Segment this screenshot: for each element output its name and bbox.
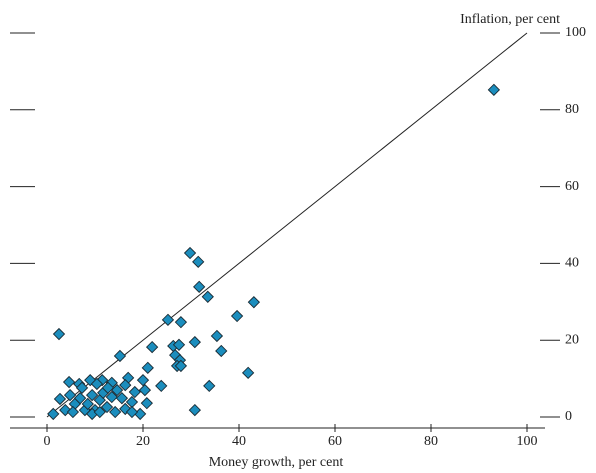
point (247, 296, 261, 309)
y-tick-label: 20 (565, 332, 579, 347)
point (93, 405, 106, 419)
point (161, 313, 175, 326)
diagonal-line (46, 32, 528, 418)
point (100, 400, 114, 414)
point (193, 280, 206, 293)
point (487, 83, 501, 96)
point (210, 329, 224, 343)
point (113, 349, 127, 363)
point (85, 388, 99, 402)
point (62, 375, 76, 389)
x-tick-label: 80 (424, 434, 438, 449)
point (141, 361, 154, 374)
point (192, 255, 205, 269)
point (63, 388, 77, 402)
point (73, 392, 87, 405)
point (53, 392, 67, 406)
point (105, 390, 118, 404)
x-tick-label: 60 (328, 434, 342, 449)
point (90, 377, 104, 391)
y-axis-label: Inflation, per cent (460, 12, 560, 27)
point (136, 373, 150, 387)
point (188, 403, 201, 417)
point (155, 379, 168, 393)
point (215, 344, 228, 358)
point (101, 381, 115, 394)
point (128, 385, 141, 399)
y-tick-label: 40 (565, 256, 579, 271)
point (119, 402, 132, 416)
x-tick-label: 20 (136, 434, 150, 449)
x-axis-label: Money growth, per cent (209, 455, 344, 470)
point (125, 405, 139, 419)
y-tick-label: 100 (565, 25, 586, 40)
x-tick-label: 40 (232, 434, 246, 449)
point (183, 246, 197, 260)
point (203, 379, 216, 393)
point (119, 378, 132, 392)
y-tick-label: 0 (565, 409, 572, 424)
point (201, 290, 214, 303)
point (174, 359, 188, 373)
point (52, 327, 66, 341)
x-tick-label: 100 (517, 434, 538, 449)
point (75, 381, 89, 394)
point (140, 397, 153, 410)
point (115, 392, 129, 405)
y-tick-label: 60 (565, 179, 579, 194)
point (81, 397, 94, 411)
point (138, 383, 152, 397)
point (47, 407, 60, 421)
y-tick-label: 80 (565, 102, 579, 117)
point (145, 340, 159, 354)
point (188, 335, 201, 349)
point (133, 407, 147, 421)
point (66, 405, 80, 419)
x-tick-label: 0 (44, 434, 51, 449)
point (174, 316, 188, 329)
point (172, 338, 186, 351)
point (241, 366, 255, 379)
point (109, 405, 122, 419)
point (230, 309, 244, 323)
